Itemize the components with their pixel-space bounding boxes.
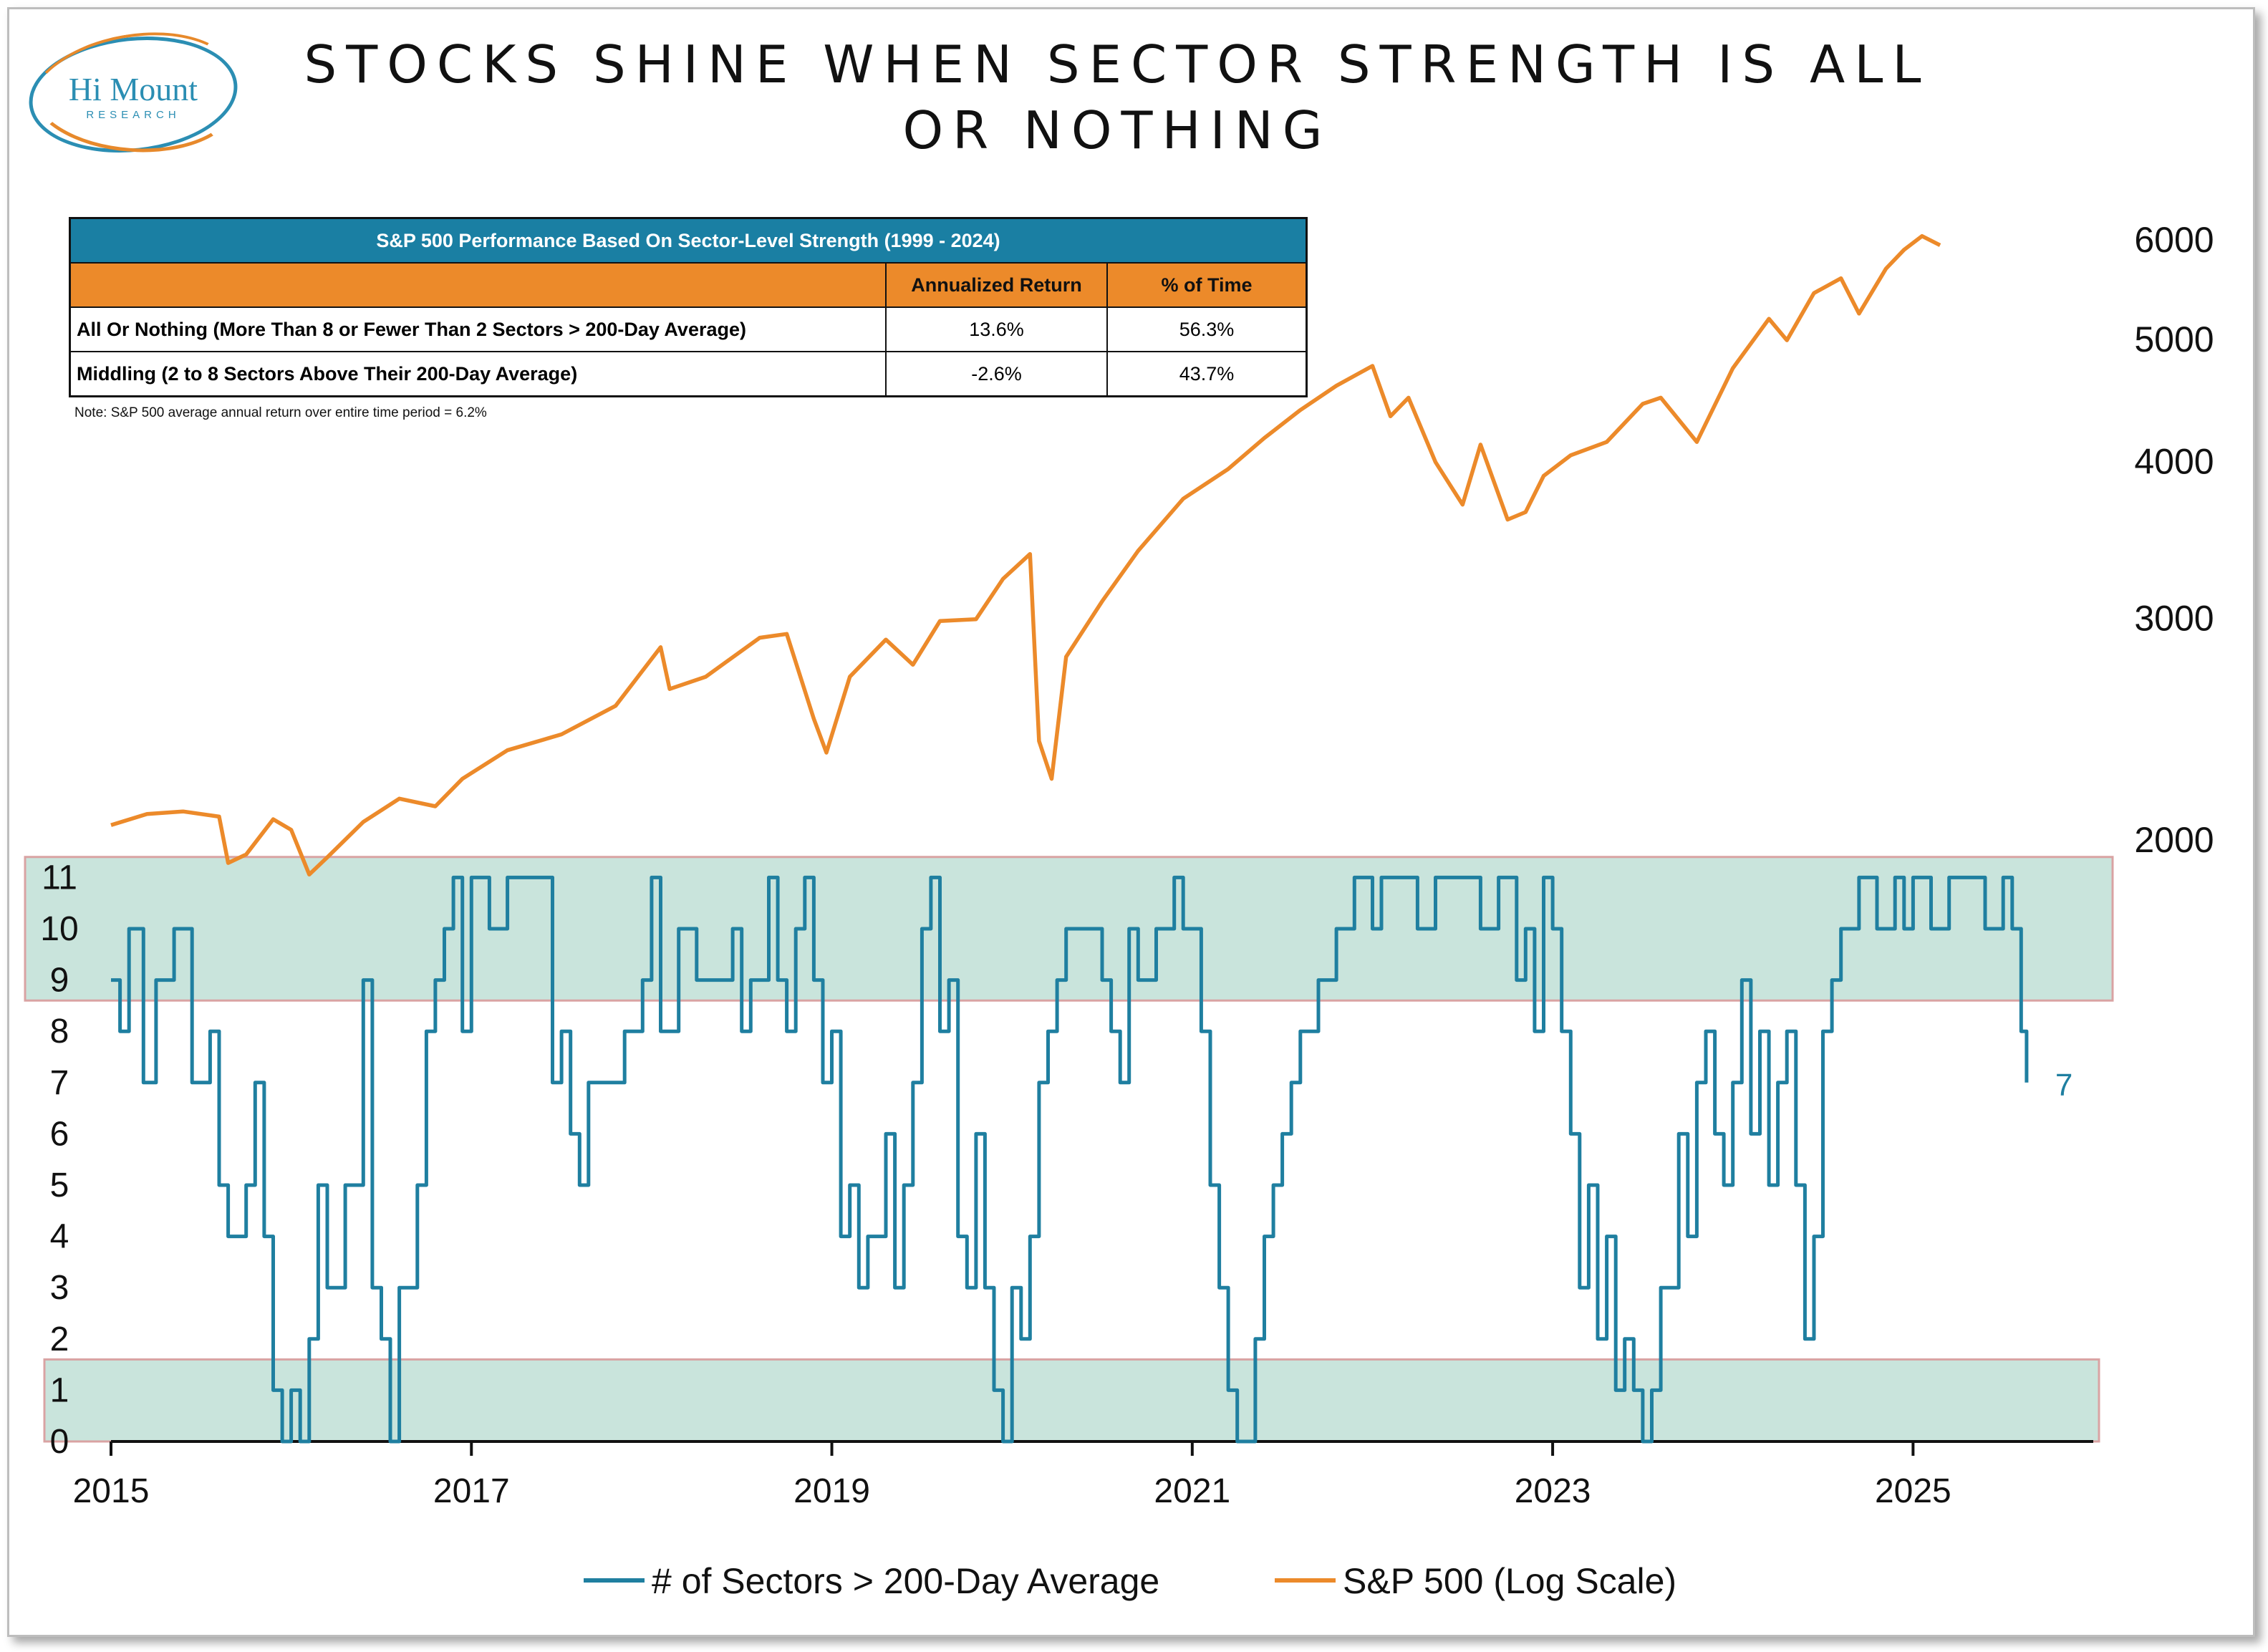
y-left-tick-label: 2 xyxy=(50,1320,69,1358)
x-tick-label: 2021 xyxy=(1154,1472,1230,1510)
x-tick-label: 2025 xyxy=(1875,1472,1951,1510)
y-left-tick-label: 8 xyxy=(50,1013,69,1050)
table-header-annualized-return: Annualized Return xyxy=(885,262,1108,308)
logo-subtitle: RESEARCH xyxy=(86,109,180,121)
sp500-series-line xyxy=(110,233,1941,876)
table-cell-pct-time: 43.7% xyxy=(1106,351,1308,397)
logo: Hi Mount RESEARCH xyxy=(18,16,248,171)
y-left-tick-label: 7 xyxy=(50,1064,69,1102)
table-cell-pct-time: 56.3% xyxy=(1106,306,1308,352)
legend-label: # of Sectors > 200-Day Average xyxy=(652,1561,1159,1601)
y-left-tick-label: 10 xyxy=(40,910,78,948)
table-header-label xyxy=(69,262,887,308)
table-row: All Or Nothing (More Than 8 or Fewer Tha… xyxy=(69,306,1308,352)
sectors-series-line xyxy=(111,875,2029,1444)
x-tick-label: 2015 xyxy=(73,1472,150,1510)
table-cell-annualized-return: 13.6% xyxy=(885,306,1108,352)
table-note: Note: S&P 500 average annual return over… xyxy=(74,405,487,420)
y-left-tick-label: 0 xyxy=(50,1423,69,1461)
y-right-tick-label: 3000 xyxy=(2134,599,2214,639)
table-header-pct-time: % of Time xyxy=(1106,262,1308,308)
x-tick-label: 2017 xyxy=(433,1472,510,1510)
legend-label: S&P 500 (Log Scale) xyxy=(1343,1561,1676,1601)
y-left-tick-label: 4 xyxy=(50,1218,69,1256)
performance-table: S&P 500 Performance Based On Sector-Leve… xyxy=(69,217,1308,397)
chart-title: STOCKS SHINE WHEN SECTOR STRENGTH IS ALL… xyxy=(304,34,1931,160)
table-row-label: All Or Nothing (More Than 8 or Fewer Tha… xyxy=(69,306,887,352)
highlight-band xyxy=(43,1358,2100,1443)
y-right-tick-label: 4000 xyxy=(2134,441,2214,481)
logo-name: Hi Mount xyxy=(68,71,198,107)
table-title: S&P 500 Performance Based On Sector-Leve… xyxy=(69,217,1308,264)
y-left-tick-label: 6 xyxy=(50,1115,69,1153)
y-right-tick-label: 2000 xyxy=(2134,820,2214,860)
end-value-label: 7 xyxy=(2055,1068,2072,1103)
table-cell-annualized-return: -2.6% xyxy=(885,351,1108,397)
y-left-tick-label: 9 xyxy=(50,962,69,1000)
y-right-tick-label: 5000 xyxy=(2134,319,2214,359)
y-left-tick-label: 1 xyxy=(50,1371,69,1409)
y-left-tick-label: 3 xyxy=(50,1269,69,1307)
y-right-tick-label: 6000 xyxy=(2134,220,2214,260)
y-left-tick-label: 5 xyxy=(50,1166,69,1204)
x-tick-label: 2019 xyxy=(793,1472,870,1510)
table-row-label: Middling (2 to 8 Sectors Above Their 200… xyxy=(69,351,887,397)
x-tick-label: 2023 xyxy=(1515,1472,1591,1510)
y-left-tick-label: 11 xyxy=(42,859,77,897)
table-row: Middling (2 to 8 Sectors Above Their 200… xyxy=(69,351,1308,397)
